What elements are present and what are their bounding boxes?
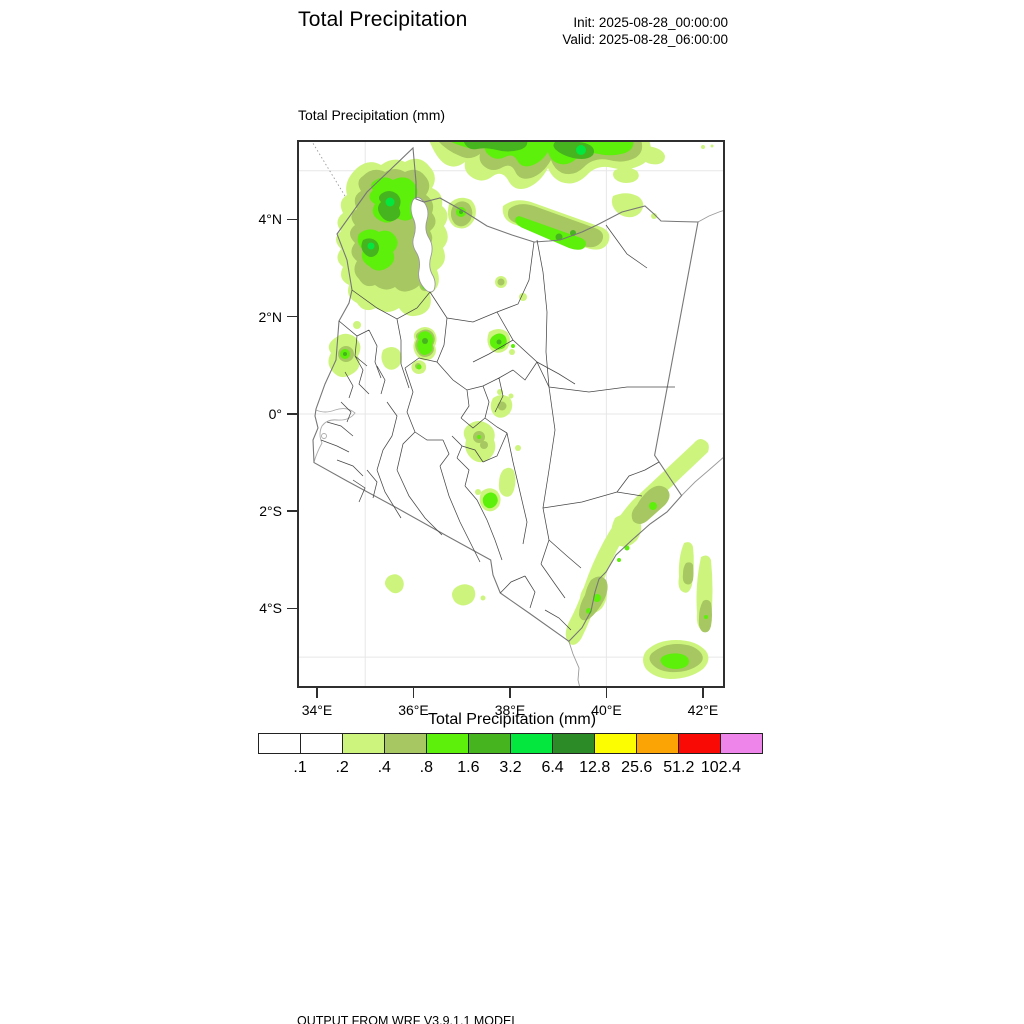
y-tick-label-2: 0° xyxy=(268,405,282,422)
plot-frame xyxy=(297,140,725,688)
lake-victoria-shore xyxy=(313,408,356,463)
x-tick-label-1: 36°E xyxy=(398,702,429,718)
map-plot xyxy=(297,139,726,689)
county-lines-north xyxy=(351,224,675,393)
init-timestamp: Init: 2025-08-28_00:00:00 xyxy=(573,15,728,30)
y-tick-label-3: 2°S xyxy=(259,503,282,520)
county-boundaries xyxy=(320,224,675,631)
colorbar-cell-7 xyxy=(553,734,595,753)
x-tickmark-1 xyxy=(412,688,415,698)
lake-turkana xyxy=(410,197,436,293)
colorbar-label-0: .1 xyxy=(293,759,307,776)
y-tick-label-0: 4°N xyxy=(258,211,283,228)
colorbar-label-10: 102.4 xyxy=(700,759,741,776)
colorbar-label-8: 25.6 xyxy=(621,759,653,776)
footer-line1: OUTPUT FROM WRF V3.9.1.1 MODEL xyxy=(297,1014,519,1024)
colorbar-cell-0 xyxy=(259,734,301,753)
county-lines-southwest xyxy=(320,320,508,563)
kenya-outline xyxy=(312,146,699,643)
y-tickmark-3 xyxy=(287,510,297,512)
x-tickmark-0 xyxy=(316,688,318,698)
colorbar-label-7: 12.8 xyxy=(579,759,611,776)
colorbar-label-4: 1.6 xyxy=(457,759,480,776)
footer-model-info: OUTPUT FROM WRF V3.9.1.1 MODEL WE = 100 … xyxy=(297,981,796,1024)
colorbar-cell-11 xyxy=(721,734,762,753)
x-tick-label-0: 34°E xyxy=(301,702,333,718)
colorbar-label-9: 51.2 xyxy=(663,759,695,776)
y-tickmark-0 xyxy=(287,218,297,221)
y-tickmark-2 xyxy=(287,413,297,415)
neighbour-borders xyxy=(310,139,726,689)
page-title: Total Precipitation xyxy=(298,8,468,31)
x-tickmark-2 xyxy=(509,688,511,698)
axis-caption: Total Precipitation (mm) xyxy=(427,711,597,728)
colorbar-cell-8 xyxy=(595,734,637,753)
y-tick-label-1: 2°N xyxy=(258,308,283,325)
colorbar-label-2: .4 xyxy=(377,759,391,776)
colorbar xyxy=(258,733,763,754)
colorbar-cell-6 xyxy=(511,734,553,753)
colorbar-labels: .1 .2 .4 .8 1.6 3.2 6.4 12.8 25.6 51.2 102.4 xyxy=(0,759,1024,779)
x-tick-label-4: 42°E xyxy=(687,702,719,718)
colorbar-cell-4 xyxy=(427,734,469,753)
colorbar-label-1: .2 xyxy=(335,759,349,776)
colorbar-cell-5 xyxy=(469,734,511,753)
y-tickmark-1 xyxy=(287,315,297,318)
field-label: Total Precipitation (mm) xyxy=(298,107,446,123)
colorbar-label-3: .8 xyxy=(419,759,433,776)
colorbar-label-6: 6.4 xyxy=(541,759,564,776)
y-tickmark-4 xyxy=(287,607,297,610)
colorbar-cell-2 xyxy=(343,734,385,753)
y-tick-label-4: 4°S xyxy=(259,600,282,617)
x-tickmark-3 xyxy=(605,688,608,698)
precip-level-3.2mm xyxy=(367,145,586,250)
colorbar-cell-9 xyxy=(637,734,679,753)
county-lines-central-east xyxy=(436,361,660,631)
colorbar-cell-3 xyxy=(385,734,427,753)
x-tickmark-4 xyxy=(702,688,704,698)
colorbar-cell-1 xyxy=(301,734,343,753)
x-tick-label-3: 40°E xyxy=(591,702,622,718)
valid-timestamp: Valid: 2025-08-28_06:00:00 xyxy=(562,32,728,47)
colorbar-cell-10 xyxy=(679,734,721,753)
colorbar-label-5: 3.2 xyxy=(499,759,522,776)
x-tick-label-2: 38°E xyxy=(494,702,526,718)
precipitation-map-canvas xyxy=(297,139,726,689)
